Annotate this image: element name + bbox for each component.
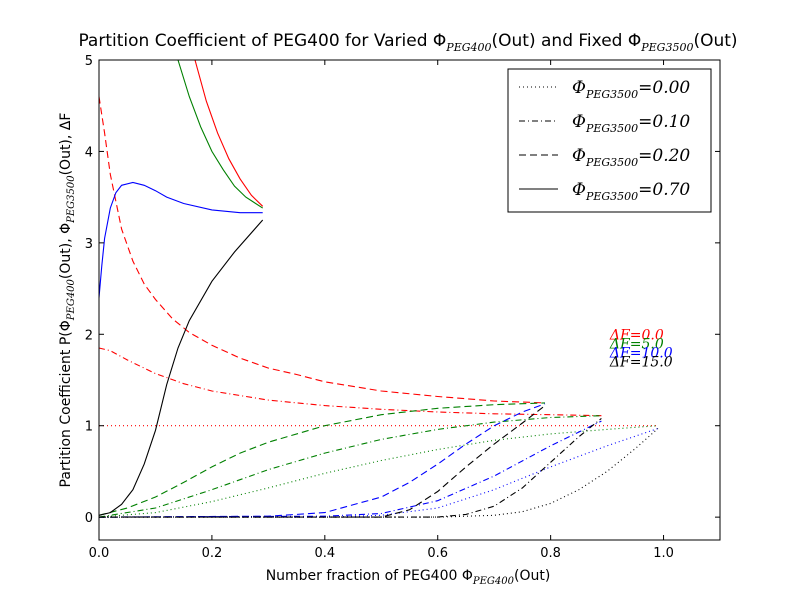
x-tick-label: 0.2 xyxy=(202,546,223,561)
legend-entry-label: ΦPEG3500=0.70 xyxy=(572,180,690,203)
legend-entry-label: ΦPEG3500=0.00 xyxy=(572,78,690,101)
x-axis-label: Number fraction of PEG400 ΦPEG400(Out) xyxy=(266,568,551,587)
plot-frame xyxy=(98,59,721,541)
annotation-label: ΔF=10.0 xyxy=(609,346,673,362)
legend: ΦPEG3500=0.00 ΦPEG3500=0.10 ΦPEG3500=0.20 Φ… xyxy=(507,68,712,213)
series-line-df10_0-phi0_20 xyxy=(98,403,546,518)
x-axis-ticks: 0.0 0.2 0.4 0.6 0.8 1.0 xyxy=(89,60,674,561)
annotation-label: ΔF=5.0 xyxy=(609,336,664,352)
y-tick-label: 4 xyxy=(85,145,93,160)
y-axis-ticks: 0 1 2 3 4 5 xyxy=(85,54,720,526)
annotation-label: ΔF=15.0 xyxy=(609,355,673,371)
y-tick-label: 3 xyxy=(85,237,93,252)
y-tick-label: 5 xyxy=(85,54,93,69)
x-tick-label: 1.0 xyxy=(653,546,674,561)
chart-title: Partition Coefficient of PEG400 for Vari… xyxy=(78,31,737,54)
series-line-df10_0-phi0_00 xyxy=(99,427,659,518)
y-tick-label: 2 xyxy=(85,328,93,343)
series-line-df15_0-phi0_70 xyxy=(98,219,264,516)
series-line-df10_0-phi0_10 xyxy=(98,420,602,518)
y-axis-label: Partition Coefficient P(ΦPEG400(Out), ΦP… xyxy=(58,113,77,488)
annotation-layer: ΔF=0.0ΔF=5.0ΔF=10.0ΔF=15.0 xyxy=(609,327,673,370)
x-tick-label: 0.8 xyxy=(540,546,561,561)
series-line-df15_0-phi0_10 xyxy=(99,417,602,518)
y-tick-label: 1 xyxy=(85,420,93,435)
x-tick-label: 0.6 xyxy=(427,546,448,561)
series-line-df0_0-phi0_20 xyxy=(98,96,546,404)
series-line-df5_0-phi0_10 xyxy=(98,415,602,518)
series-line-df0_0-phi0_70 xyxy=(194,59,264,207)
series-line-df15_0-phi0_20 xyxy=(99,405,546,518)
legend-entry-label: ΦPEG3500=0.10 xyxy=(572,112,690,135)
x-tick-label: 0.0 xyxy=(89,546,110,561)
legend-box xyxy=(507,68,712,213)
series-layer xyxy=(98,59,659,518)
series-line-df5_0-phi0_70 xyxy=(177,59,264,209)
annotation-label: ΔF=0.0 xyxy=(609,327,664,343)
x-tick-label: 0.4 xyxy=(314,546,335,561)
series-line-df5_0-phi0_00 xyxy=(98,425,658,518)
legend-entry-label: ΦPEG3500=0.20 xyxy=(572,146,690,169)
series-line-df5_0-phi0_20 xyxy=(98,402,546,516)
series-line-df10_0-phi0_70 xyxy=(98,181,263,298)
y-tick-label: 0 xyxy=(85,511,93,526)
series-line-df0_0-phi0_10 xyxy=(98,347,602,417)
